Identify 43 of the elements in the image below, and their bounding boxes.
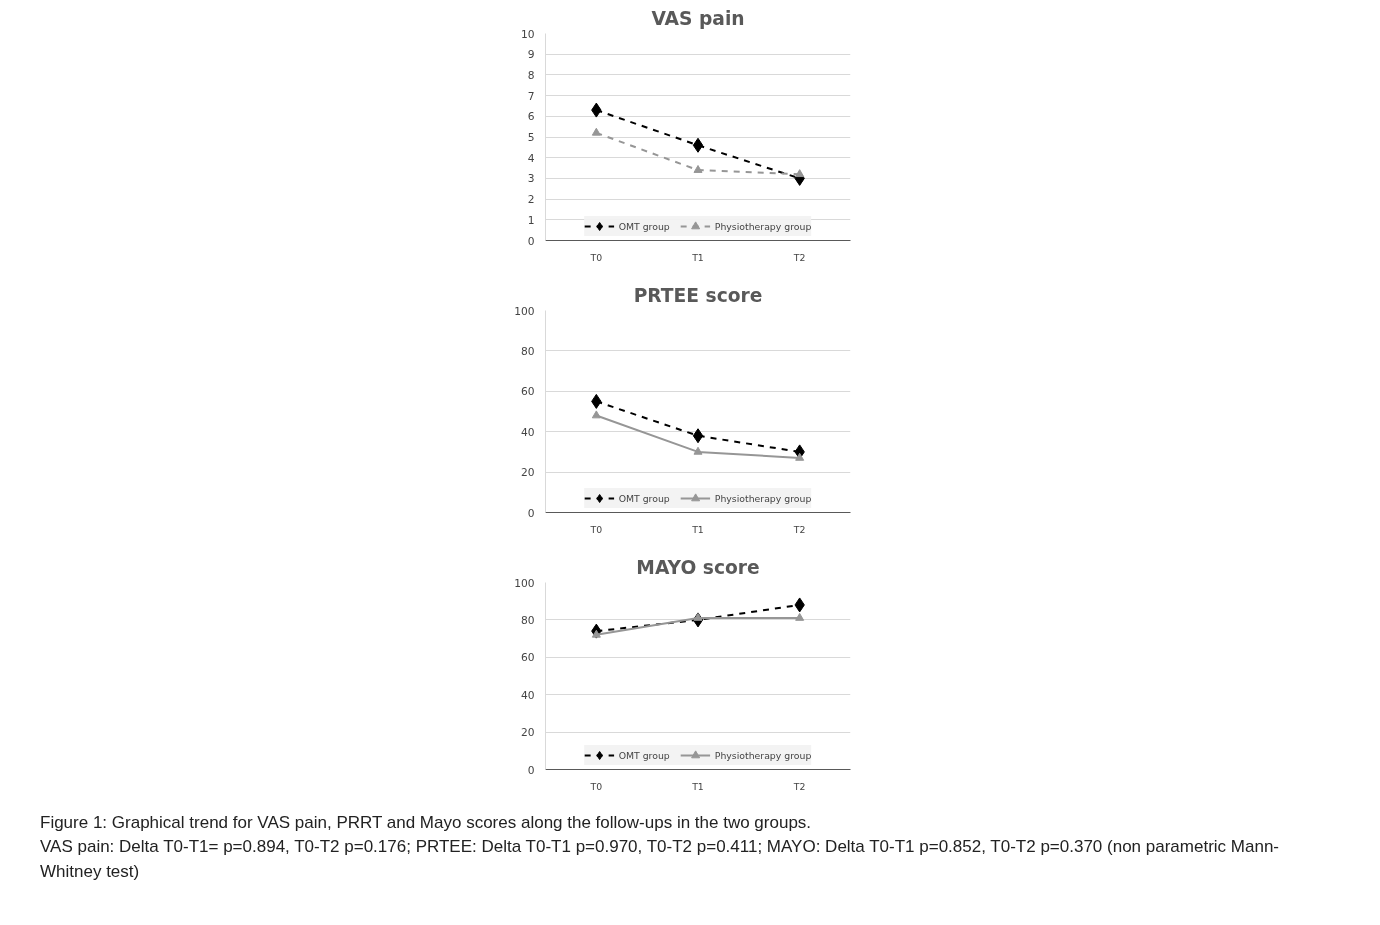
y-tick-label: 10 — [520, 27, 535, 41]
y-tick-label: 0 — [527, 234, 535, 248]
x-tick-label: T1 — [691, 523, 704, 535]
y-tick-label: 3 — [527, 172, 535, 186]
caption: Figure 1: Graphical trend for VAS pain, PRRT and Mayo scores along the follow-ups in the two groups. — [40, 813, 812, 832]
y-tick-label: 8 — [527, 68, 535, 82]
y-tick-label: 4 — [527, 151, 535, 165]
chart-title: MAYO score — [636, 556, 760, 578]
x-tick-label: T1 — [691, 251, 704, 263]
y-tick-label: 9 — [527, 48, 535, 62]
chart-title: PRTEE score — [633, 284, 763, 306]
legend-label: Physiotherapy group — [714, 220, 812, 232]
x-tick-label: T2 — [792, 780, 806, 792]
y-tick-label: 1 — [527, 213, 535, 227]
y-tick-label: 40 — [520, 688, 535, 702]
y-tick-label: 0 — [527, 763, 535, 777]
x-tick-label: T2 — [792, 523, 806, 535]
y-tick-label: 20 — [520, 466, 535, 480]
x-tick-label: T0 — [589, 251, 603, 263]
x-tick-label: T0 — [589, 780, 603, 792]
y-tick-label: 7 — [527, 89, 535, 103]
chart-title: VAS pain — [651, 7, 745, 29]
y-tick-label: 5 — [527, 131, 535, 144]
y-tick-label: 80 — [520, 344, 535, 358]
y-tick-label: 80 — [520, 613, 535, 627]
y-tick-label: 40 — [520, 425, 535, 439]
y-tick-label: 2 — [527, 193, 535, 207]
x-tick-label: T1 — [691, 780, 704, 792]
y-tick-label: 60 — [520, 385, 535, 399]
y-tick-label: 20 — [520, 726, 535, 740]
text: VAS pain: Delta T0-T1= p=0.894, T0-T2 p=0.176; PRTEE: Delta T0-T1 p=0.970, T0-T2 p=0.411; MAYO: Delta T0-T1 p=0.852, T0-T2 p=0.370 (non parametric Mann-Whitney test) — [40, 837, 1280, 881]
legend-label: OMT group — [618, 749, 670, 761]
y-tick-label: 100 — [514, 304, 535, 318]
y-tick-label: 60 — [520, 651, 535, 665]
y-tick-label: 6 — [527, 110, 535, 124]
legend-label: Physiotherapy group — [714, 749, 812, 761]
x-tick-label: T2 — [792, 251, 806, 263]
y-tick-label: 0 — [527, 506, 535, 520]
legend-label: OMT group — [618, 220, 670, 232]
x-tick-label: T0 — [589, 523, 603, 535]
y-tick-label: 100 — [514, 576, 535, 590]
legend-label: Physiotherapy group — [714, 492, 812, 504]
legend-label: OMT group — [618, 492, 670, 504]
